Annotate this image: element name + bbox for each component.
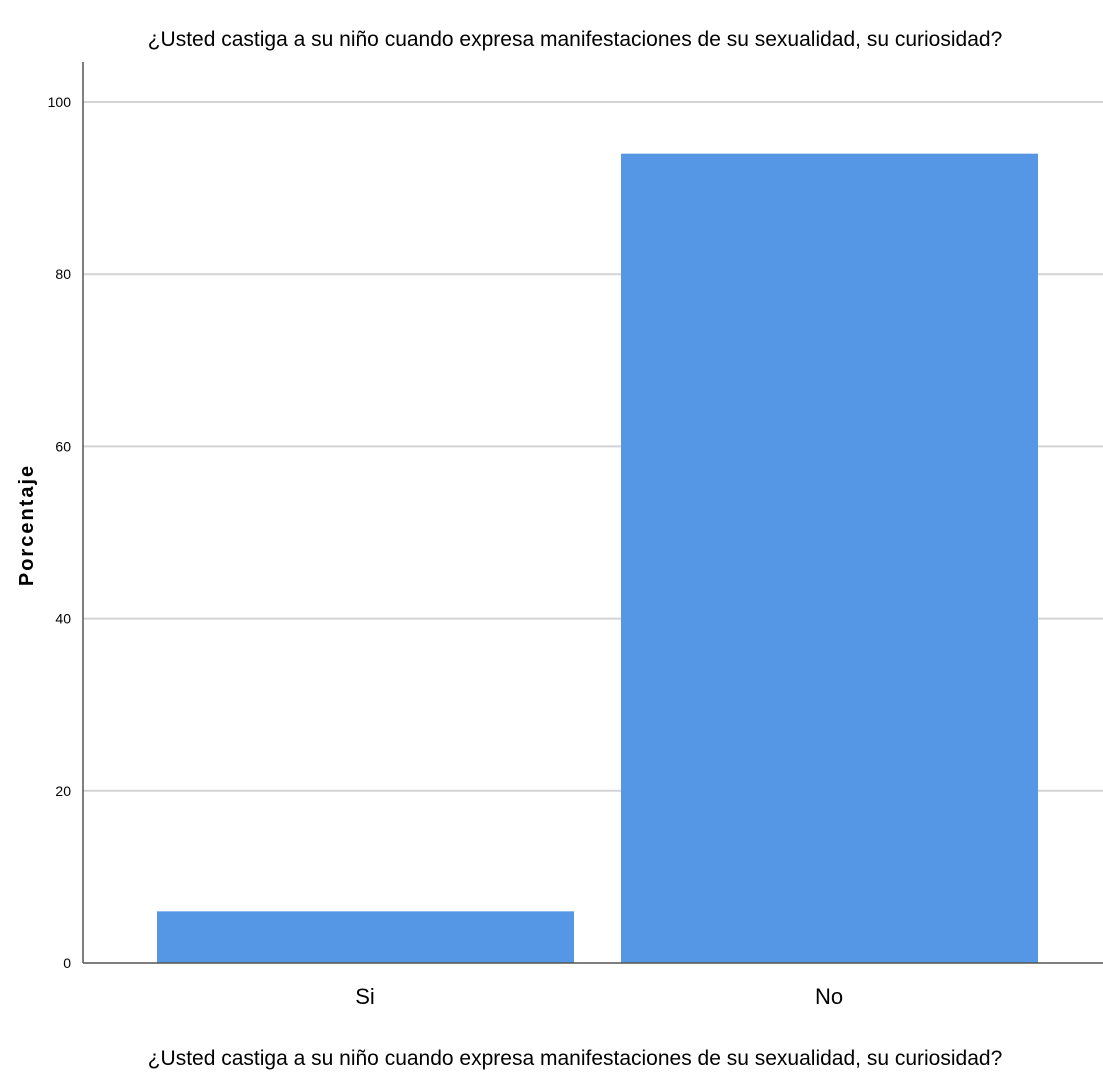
x-tick-labels: Si No	[355, 984, 843, 1009]
chart-title: ¿Usted castiga a su niño cuando expresa …	[148, 28, 1003, 51]
y-tick-labels: 0 20 40 60 80 100	[48, 94, 72, 971]
y-tick-label-60: 60	[55, 438, 71, 454]
x-tick-label-no: No	[815, 984, 843, 1009]
y-tick-label-80: 80	[55, 266, 71, 282]
bars	[157, 153, 1038, 963]
x-axis-title: ¿Usted castiga a su niño cuando expresa …	[148, 1047, 1003, 1070]
y-tick-label-0: 0	[63, 955, 71, 971]
x-tick-label-si: Si	[355, 984, 375, 1009]
y-tick-label-40: 40	[55, 611, 71, 627]
y-tick-label-20: 20	[55, 783, 71, 799]
y-tick-label-100: 100	[48, 94, 72, 110]
bar-no	[621, 153, 1038, 963]
y-axis-title: Porcentaje	[16, 464, 38, 586]
bar-si	[157, 911, 574, 963]
